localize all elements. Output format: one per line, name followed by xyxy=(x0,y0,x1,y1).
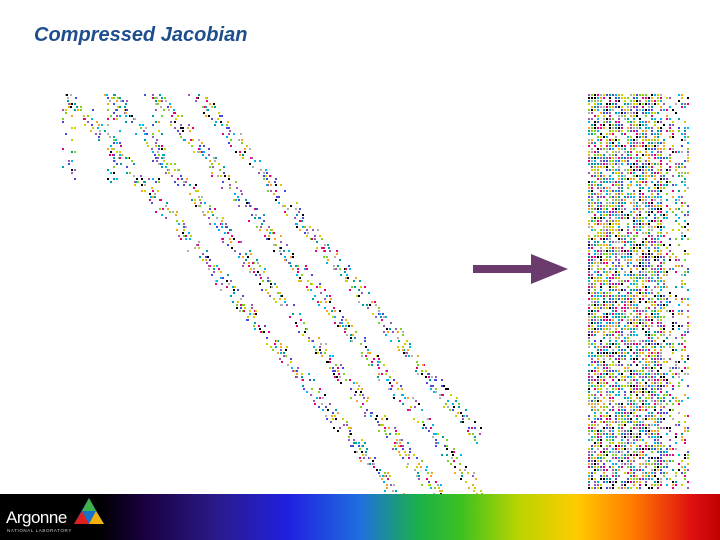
slide-title: Compressed Jacobian xyxy=(34,24,248,46)
argonne-triangle-icon xyxy=(74,498,104,524)
argonne-logo: Argonne NATIONAL LABORATORY xyxy=(6,498,106,536)
logo-subtitle: NATIONAL LABORATORY xyxy=(7,528,72,533)
footer-bar: Argonne NATIONAL LABORATORY xyxy=(0,494,720,540)
sparse-jacobian-pattern xyxy=(62,94,483,494)
compressed-jacobian-pattern xyxy=(588,94,689,489)
logo-name: Argonne xyxy=(6,508,67,527)
right-arrow-icon xyxy=(473,254,568,284)
